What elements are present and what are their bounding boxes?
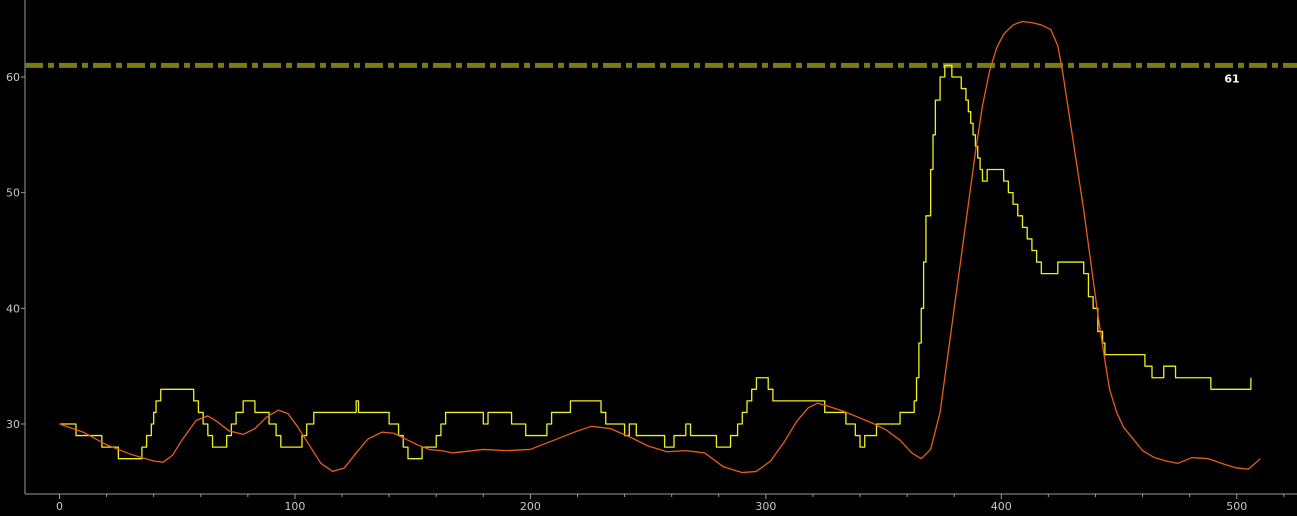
reference-line-group: 61 <box>25 62 1297 85</box>
series-line-1 <box>59 64 1252 460</box>
series-line-2 <box>59 20 1261 474</box>
reference-line-label: 61 <box>1224 72 1239 85</box>
y-tick-label: 40 <box>6 302 20 315</box>
x-tick-label: 500 <box>1226 500 1247 513</box>
x-tick-label: 400 <box>991 500 1012 513</box>
x-tick-label: 0 <box>56 500 63 513</box>
y-tick-label: 50 <box>6 187 20 200</box>
axes <box>21 0 1297 499</box>
x-tick-label: 100 <box>284 500 305 513</box>
y-tick-label: 60 <box>6 71 20 84</box>
x-tick-label: 200 <box>520 500 541 513</box>
x-tick-label: 300 <box>755 500 776 513</box>
y-tick-label: 30 <box>6 418 20 431</box>
tick-labels: 0 100 200 300 400 500 30 40 50 60 <box>6 71 1247 513</box>
series-group <box>59 20 1261 474</box>
